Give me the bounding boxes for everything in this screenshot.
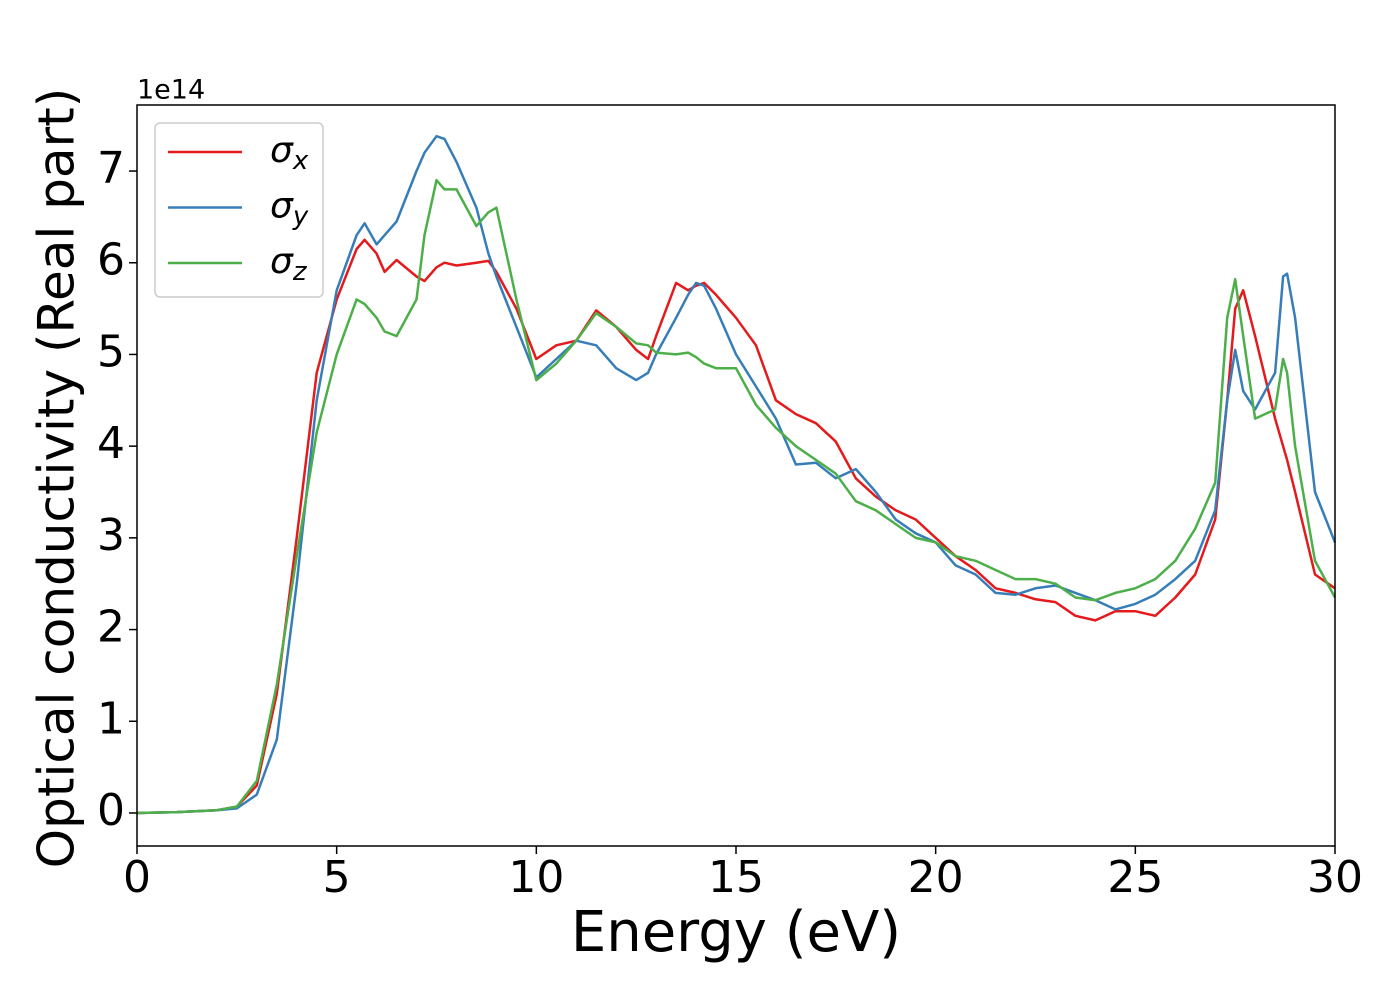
x-tick-label: 20 [908, 852, 964, 903]
legend-label: σx [270, 130, 309, 176]
y-tick-label: 6 [97, 235, 125, 286]
y-tick-label: 2 [97, 602, 125, 653]
x-tick-label: 0 [123, 852, 151, 903]
y-tick-label: 7 [97, 143, 125, 194]
y-tick-label: 5 [97, 326, 125, 377]
legend-frame [154, 122, 324, 298]
series-line [136, 178, 1337, 815]
series-line [136, 238, 1336, 815]
y-tick-label: 4 [97, 418, 125, 469]
y-tick-label: 0 [97, 785, 125, 836]
x-tick-label: 5 [323, 852, 351, 903]
y-tick-label: 1 [97, 693, 125, 744]
y-tick-label: 3 [97, 510, 125, 561]
y-axis-label: Optical conductivity (Real part) [28, 88, 86, 869]
x-tick-label: 15 [708, 852, 764, 903]
legend-label: σy [270, 186, 309, 232]
x-tick-label: 30 [1307, 852, 1363, 903]
legend: σx σy σz [154, 122, 324, 298]
y-offset-label: 1e14 [137, 75, 205, 106]
series-line [136, 134, 1337, 815]
plot-frame [136, 104, 1336, 847]
x-tick-label: 10 [508, 852, 564, 903]
plot-area [136, 134, 1337, 815]
x-axis-label: Energy (eV) [571, 900, 901, 965]
legend-label: σz [270, 241, 308, 287]
x-tick-label: 25 [1107, 852, 1163, 903]
